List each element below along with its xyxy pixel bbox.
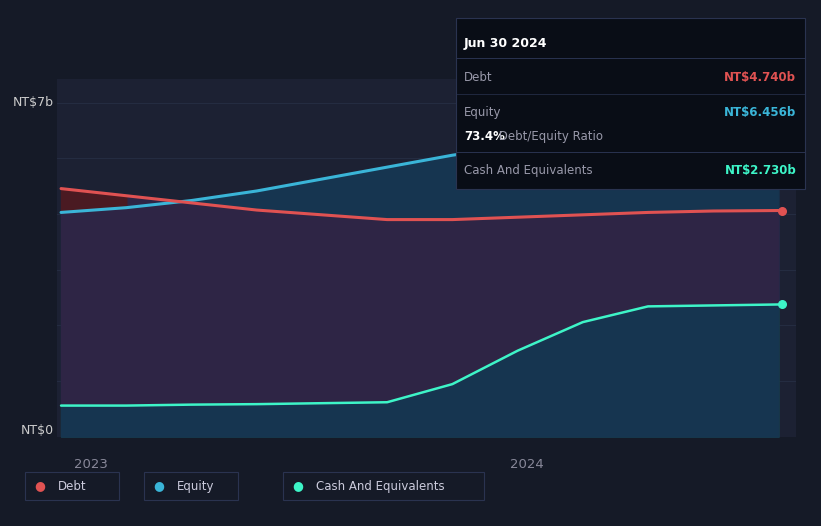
Text: ●: ● — [153, 480, 164, 492]
Text: Equity: Equity — [464, 106, 502, 118]
Text: Debt/Equity Ratio: Debt/Equity Ratio — [495, 130, 603, 143]
Text: Equity: Equity — [177, 480, 214, 492]
Text: Cash And Equivalents: Cash And Equivalents — [464, 164, 593, 177]
Point — [776, 300, 789, 309]
Text: NT$0: NT$0 — [21, 423, 54, 437]
Text: ●: ● — [34, 480, 45, 492]
Text: Debt: Debt — [464, 72, 493, 84]
Text: Jun 30 2024: Jun 30 2024 — [464, 37, 548, 50]
Text: ●: ● — [292, 480, 304, 492]
Text: Debt: Debt — [57, 480, 86, 492]
Point — [776, 118, 789, 126]
Text: NT$4.740b: NT$4.740b — [724, 72, 796, 84]
Text: NT$6.456b: NT$6.456b — [724, 106, 796, 118]
Text: NT$2.730b: NT$2.730b — [725, 164, 796, 177]
Point — [776, 206, 789, 215]
Text: 73.4%: 73.4% — [464, 130, 505, 143]
Text: 2023: 2023 — [74, 458, 108, 471]
Text: 2024: 2024 — [510, 458, 544, 471]
Text: NT$7b: NT$7b — [13, 96, 54, 109]
Text: Cash And Equivalents: Cash And Equivalents — [316, 480, 445, 492]
